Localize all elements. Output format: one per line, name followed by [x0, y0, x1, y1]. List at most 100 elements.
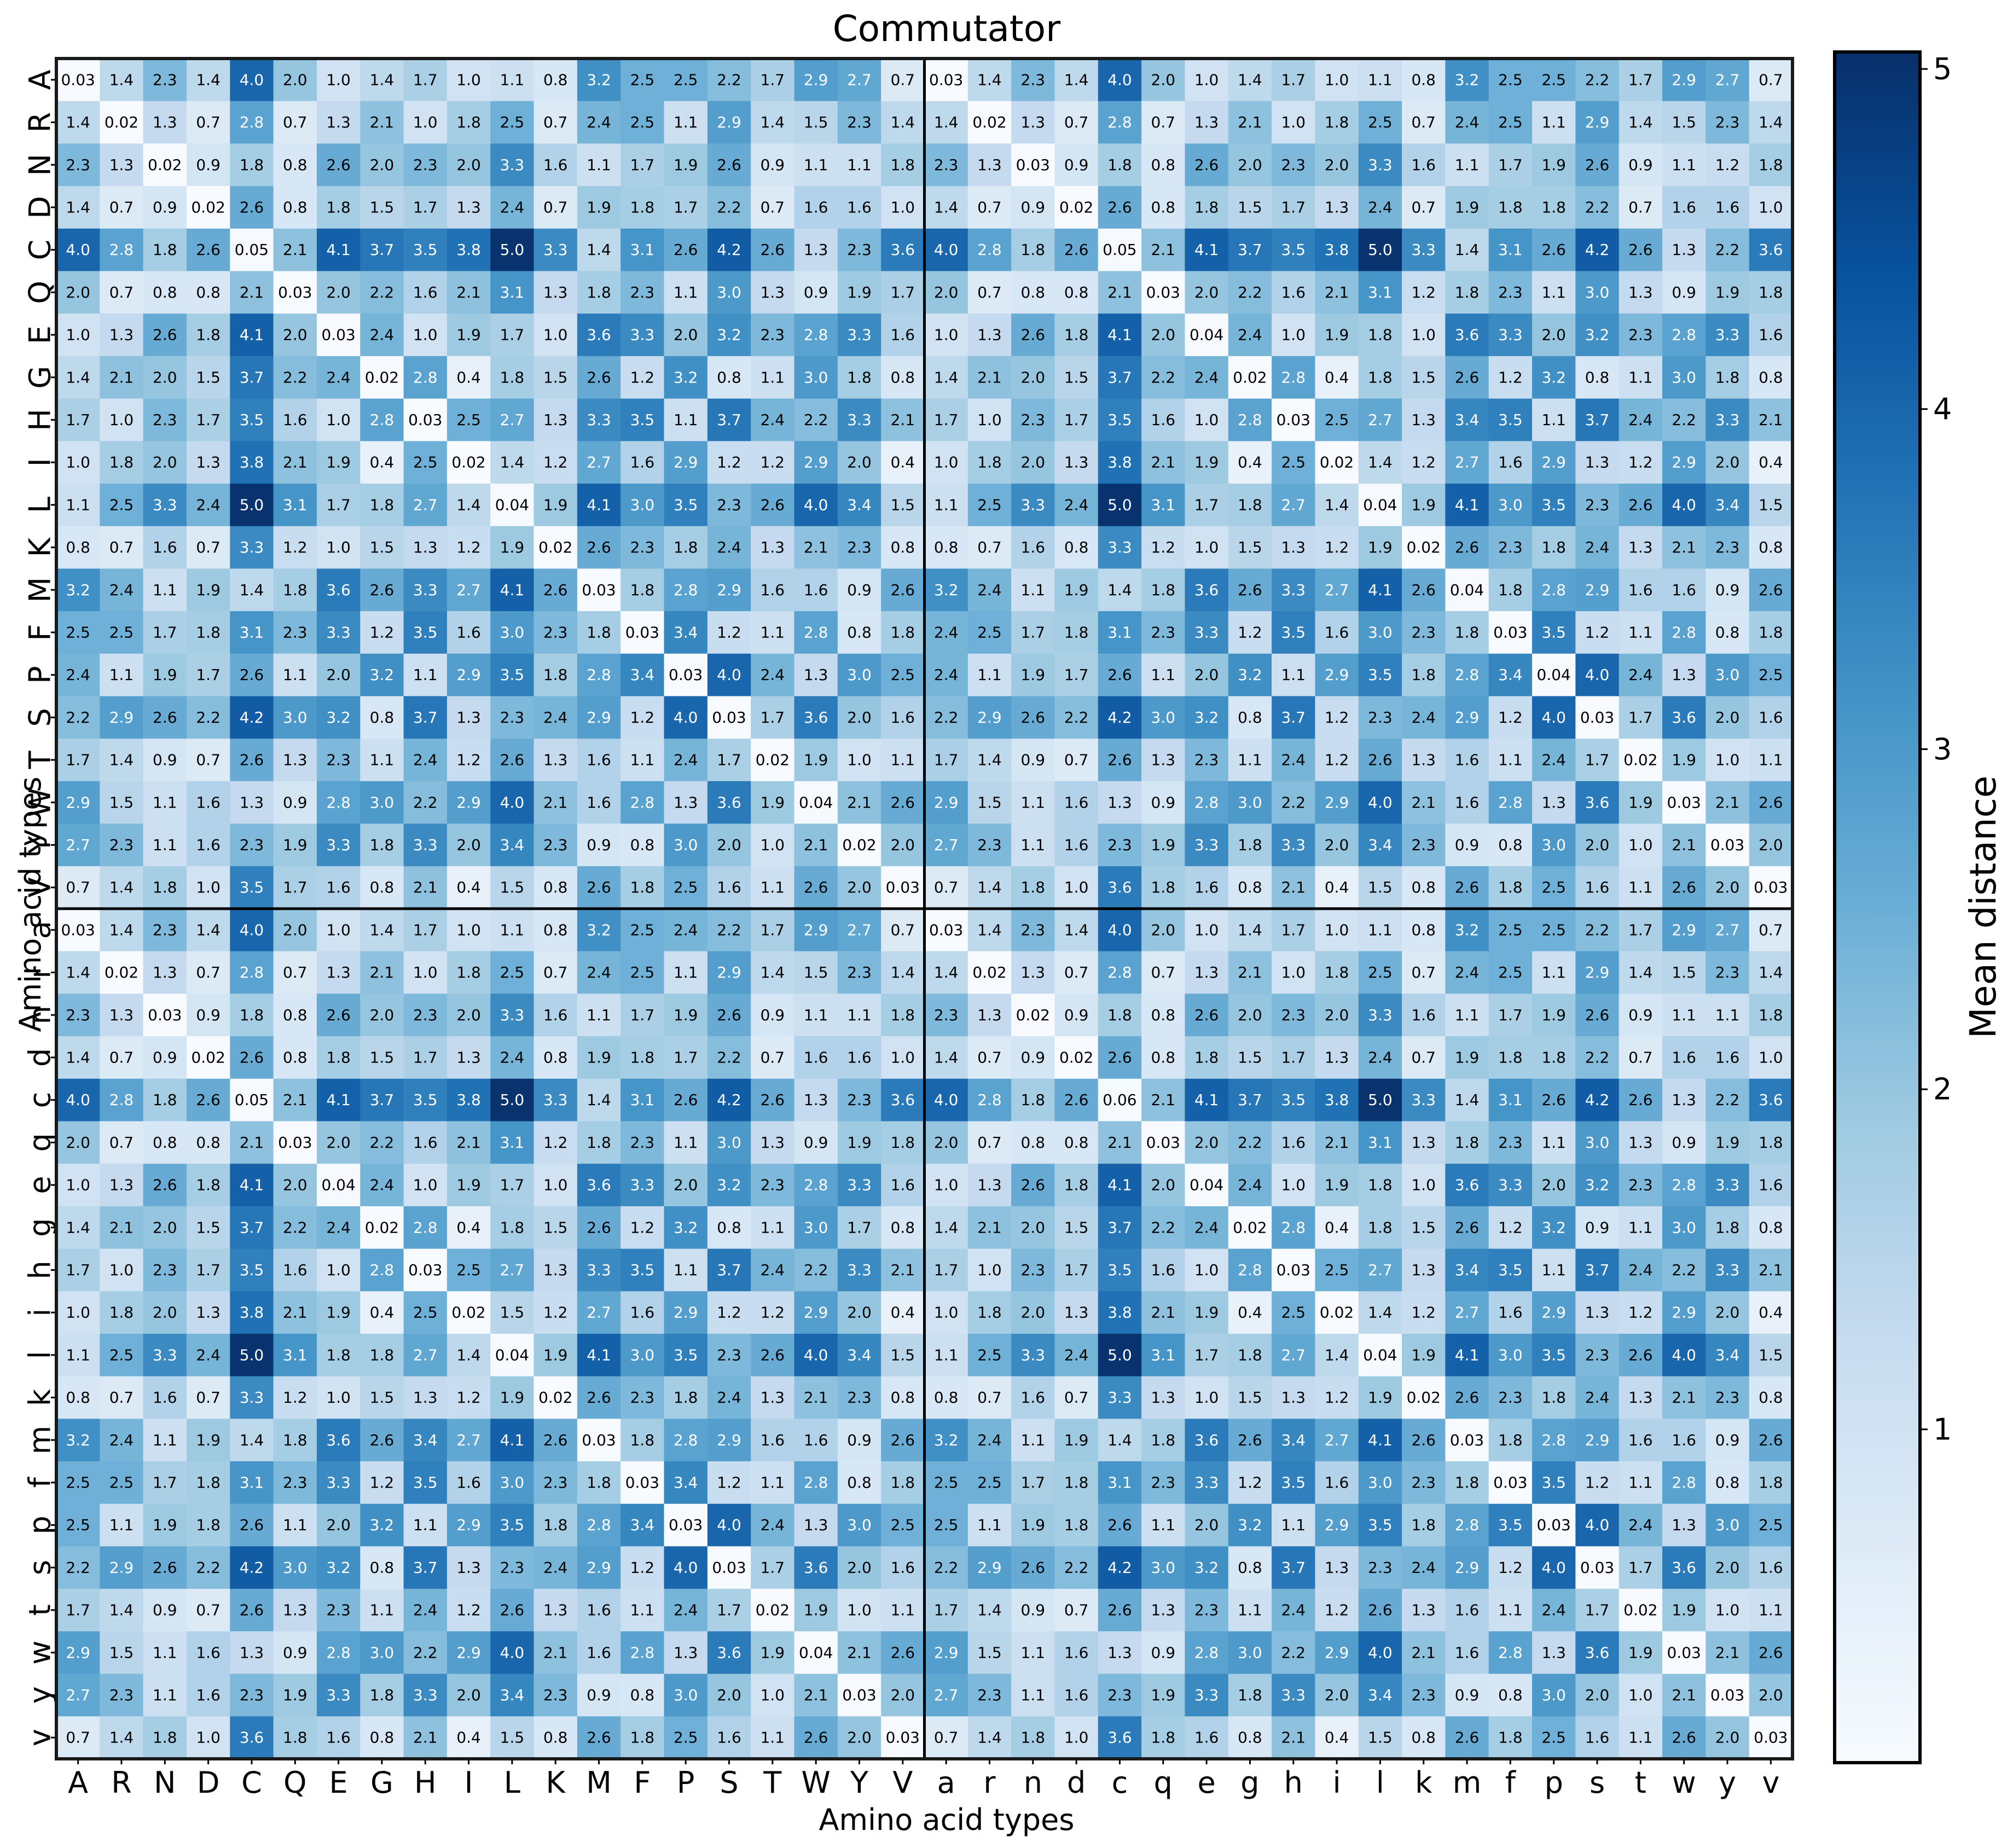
cell-value-label: 2.8 [587, 666, 611, 684]
heatmap-cell [664, 1248, 708, 1292]
cell-value-label: 3.6 [804, 708, 828, 727]
heatmap-cell [533, 1206, 578, 1250]
cell-value-label: 1.5 [1064, 1218, 1089, 1236]
heatmap-cell [1488, 1291, 1533, 1334]
cell-value-label: 2.0 [1194, 666, 1219, 684]
cell-value-label: 1.0 [1759, 1048, 1783, 1066]
cell-value-label: 0.9 [804, 283, 828, 301]
heatmap-cell [360, 1248, 404, 1292]
heatmap-cell [230, 398, 274, 441]
cell-value-label: 2.8 [977, 241, 1002, 259]
y-tick-label: y [23, 1686, 57, 1704]
heatmap-cell [664, 59, 708, 102]
x-tick-label: W [801, 1765, 830, 1800]
cell-value-label: 2.3 [977, 836, 1002, 854]
heatmap-cell [1488, 909, 1533, 952]
cell-value-label: 1.2 [1411, 1304, 1436, 1322]
x-tick-label: D [197, 1765, 220, 1800]
cell-value-label: 2.4 [500, 198, 525, 216]
heatmap-cell [1749, 739, 1793, 782]
heatmap-cell [446, 1121, 491, 1164]
heatmap-cell [403, 59, 448, 102]
cell-value-label: 1.8 [1238, 496, 1262, 514]
heatmap-cell [1141, 441, 1186, 484]
cell-value-label: 1.4 [977, 751, 1002, 769]
heatmap-cell [924, 1631, 968, 1675]
heatmap-cell [360, 951, 404, 994]
heatmap-cell [1185, 1164, 1229, 1207]
cell-value-label: 3.5 [1281, 241, 1306, 259]
cell-value-label: 1.5 [1368, 879, 1393, 897]
cell-value-label: 2.3 [109, 1686, 134, 1704]
heatmap-cell [794, 271, 838, 314]
heatmap-cell [186, 484, 230, 527]
cell-value-label: 3.2 [1194, 1559, 1219, 1577]
heatmap-cell [273, 611, 317, 654]
heatmap-cell [924, 696, 968, 739]
cell-value-label: 1.0 [1064, 1729, 1089, 1747]
heatmap-cell [1402, 1376, 1446, 1419]
cell-value-label: 3.0 [1238, 1643, 1262, 1661]
heatmap-cell [100, 1291, 144, 1334]
heatmap-cell [186, 951, 230, 994]
heatmap-cell [316, 696, 361, 739]
cell-value-label: 2.6 [153, 326, 177, 344]
heatmap-cell [1228, 271, 1272, 314]
heatmap-cell [56, 568, 100, 612]
heatmap-cell [273, 1206, 317, 1250]
heatmap-cell [490, 1334, 535, 1377]
cell-value-label: 2.0 [934, 1134, 959, 1152]
heatmap-cell [533, 228, 578, 272]
cell-value-label: 3.7 [240, 1218, 264, 1236]
cell-value-label: 2.8 [326, 793, 351, 811]
heatmap-cell [881, 739, 925, 782]
heatmap-cell [620, 59, 665, 102]
cell-value-label: 2.3 [543, 1473, 568, 1491]
cell-value-label: 1.1 [674, 1261, 698, 1279]
cell-value-label: 4.2 [1107, 708, 1132, 727]
heatmap-cell [837, 993, 881, 1037]
heatmap-cell [1185, 271, 1229, 314]
cell-value-label: 3.4 [413, 1431, 438, 1449]
heatmap-cell [273, 1164, 317, 1207]
y-tick-label: r [23, 966, 57, 979]
cell-value-label: 2.2 [1281, 793, 1306, 811]
y-axis-label: Amino acid types [13, 777, 48, 1032]
heatmap-cell [143, 866, 187, 909]
cell-value-label: 0.04 [1190, 1176, 1223, 1194]
cell-value-label: 3.1 [283, 1346, 308, 1364]
y-tick-label: L [23, 497, 57, 513]
heatmap-cell [1705, 1419, 1750, 1462]
heatmap-cell [533, 568, 578, 612]
cell-value-label: 0.8 [283, 198, 308, 216]
cell-value-label: 1.6 [1411, 156, 1436, 174]
heatmap-cell [1402, 441, 1446, 484]
heatmap-cell [403, 781, 448, 824]
cell-value-label: 1.1 [1628, 368, 1653, 386]
cell-value-label: 3.4 [630, 666, 655, 684]
heatmap-cell [1749, 1121, 1793, 1164]
heatmap-cell [967, 1334, 1012, 1377]
heatmap-cell [143, 1503, 187, 1547]
heatmap-cell [1532, 1673, 1576, 1717]
heatmap-cell [1749, 526, 1793, 569]
heatmap-cell [1445, 228, 1489, 272]
cell-value-label: 2.7 [1455, 1304, 1480, 1322]
cell-value-label: 3.3 [1411, 1091, 1436, 1109]
heatmap-cell [1272, 1248, 1316, 1292]
cell-value-label: 1.4 [66, 963, 90, 981]
heatmap-cell [664, 1291, 708, 1334]
heatmap-cell [403, 271, 448, 314]
cell-value-label: 1.7 [66, 1601, 90, 1619]
plot-frame [55, 57, 1794, 1760]
heatmap-cell [924, 59, 968, 102]
cell-value-label: 2.6 [1411, 581, 1436, 599]
heatmap-cell [230, 568, 274, 612]
cell-value-label: 1.4 [1064, 921, 1089, 939]
cell-value-label: 0.8 [196, 1134, 221, 1152]
heatmap-cell [1662, 993, 1706, 1037]
cell-value-label: 1.3 [1021, 963, 1046, 981]
heatmap-cell [1662, 313, 1706, 357]
heatmap-cell [1618, 781, 1663, 824]
